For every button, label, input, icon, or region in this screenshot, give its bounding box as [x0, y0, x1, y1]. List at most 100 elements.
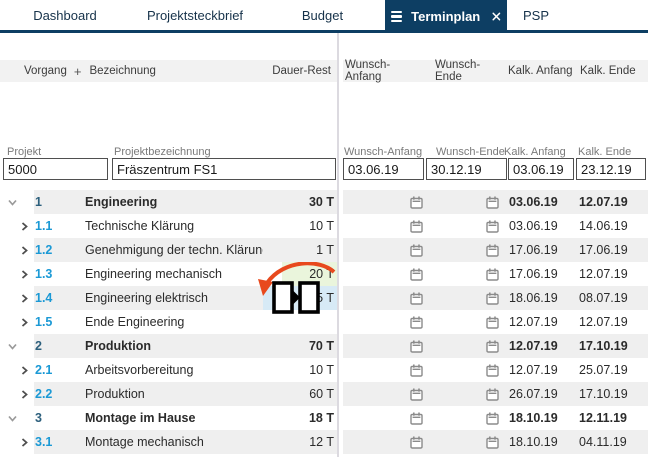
calendar-icon[interactable]: [410, 364, 423, 377]
wunsch-ende-cell: [425, 340, 507, 353]
task-number: 1.4: [35, 291, 53, 305]
chevron-down-icon[interactable]: [7, 341, 18, 352]
chevron-right-icon[interactable]: [19, 317, 30, 328]
pane-splitter[interactable]: [337, 33, 339, 457]
task-row-right: 18.06.19 08.07.19: [343, 286, 648, 310]
calendar-icon[interactable]: [486, 436, 499, 449]
task-row-left: 2 Produktion 70 T: [34, 334, 337, 358]
calendar-icon[interactable]: [486, 412, 499, 425]
tab-label: Dashboard: [33, 7, 97, 23]
tab-terminplan[interactable]: Terminplan: [385, 0, 507, 33]
calendar-icon[interactable]: [486, 316, 499, 329]
calendar-icon[interactable]: [486, 292, 499, 305]
task-row[interactable]: 3.1 Montage mechanisch 12 T: [0, 430, 648, 454]
header-vorgang[interactable]: Vorgang: [24, 65, 67, 77]
chevron-down-icon[interactable]: [7, 413, 18, 424]
header-kalk-anfang[interactable]: Kalk. Anfang: [508, 65, 573, 77]
wunsch-ende-cell: [425, 244, 507, 257]
task-name: Technische Klärung: [85, 219, 195, 233]
wunsch-ende-cell: [425, 220, 507, 233]
kalk-anfang-cell: 18.10.19: [509, 411, 558, 425]
kalk-anfang-cell: 18.10.19: [509, 435, 558, 449]
duration-cell: 12 T: [309, 435, 334, 449]
calendar-icon[interactable]: [486, 196, 499, 209]
calendar-icon[interactable]: [486, 364, 499, 377]
tab-label: PSP: [522, 7, 549, 23]
projekt-input[interactable]: [3, 158, 108, 180]
wunsch-ende-input[interactable]: [426, 158, 507, 180]
task-row[interactable]: 2 Produktion 70 T 12: [0, 334, 648, 358]
header-bezeichnung[interactable]: Bezeichnung: [89, 65, 156, 77]
header-dauer-rest[interactable]: Dauer-Rest: [272, 65, 331, 77]
duration-cell: 15 T: [263, 286, 337, 310]
calendar-icon[interactable]: [410, 412, 423, 425]
chevron-right-icon[interactable]: [19, 221, 30, 232]
calendar-icon[interactable]: [486, 340, 499, 353]
calendar-icon[interactable]: [410, 196, 423, 209]
task-row-left: 1.2 Genehmigung der techn. Klärung 1 T: [34, 238, 337, 262]
tab-label: Budget: [301, 7, 344, 23]
wunsch-anfang-cell: [343, 220, 425, 233]
calendar-icon[interactable]: [486, 244, 499, 257]
calendar-icon[interactable]: [486, 268, 499, 281]
wunsch-anfang-cell: [343, 364, 425, 377]
tab-budget[interactable]: Budget: [260, 0, 385, 30]
task-row[interactable]: 2.1 Arbeitsvorbereitung 10 T: [0, 358, 648, 382]
task-row[interactable]: 1.2 Genehmigung der techn. Klärung 1 T: [0, 238, 648, 262]
task-row[interactable]: 1 Engineering 30 T 0: [0, 190, 648, 214]
task-row-left: 1.5 Ende Engineering: [34, 310, 337, 334]
chevron-right-icon[interactable]: [19, 269, 30, 280]
calendar-icon[interactable]: [410, 220, 423, 233]
tab-psp[interactable]: PSP: [507, 0, 565, 30]
chevron-right-icon[interactable]: [19, 365, 30, 376]
calendar-icon[interactable]: [410, 340, 423, 353]
tab-projektsteckbrief[interactable]: Projektsteckbrief: [130, 0, 260, 30]
task-row[interactable]: 2.2 Produktion 60 T: [0, 382, 648, 406]
label-kalk-ende: Kalk. Ende: [578, 146, 632, 158]
task-row[interactable]: 1.5 Ende Engineering: [0, 310, 648, 334]
wunsch-ende-cell: [425, 292, 507, 305]
calendar-icon[interactable]: [410, 316, 423, 329]
task-row-right: 12.07.19 25.07.19: [343, 358, 648, 382]
task-row-right: 12.07.19 12.07.19: [343, 310, 648, 334]
calendar-icon[interactable]: [410, 388, 423, 401]
wunsch-anfang-cell: [343, 412, 425, 425]
header-wunsch-ende[interactable]: Wunsch-Ende: [435, 59, 481, 83]
kalk-anfang-cell: 26.07.19: [509, 387, 558, 401]
wunsch-anfang-cell: [343, 340, 425, 353]
kalk-ende-input[interactable]: [576, 158, 646, 180]
calendar-icon[interactable]: [486, 388, 499, 401]
kalk-ende-cell: 04.11.19: [579, 435, 627, 449]
task-row-right: 17.06.19 17.06.19: [343, 238, 648, 262]
calendar-icon[interactable]: [486, 220, 499, 233]
task-row[interactable]: 1.1 Technische Klärung 10 T: [0, 214, 648, 238]
tab-dashboard[interactable]: Dashboard: [0, 0, 130, 30]
task-row[interactable]: 1.4 Engineering elektrisch 15 T: [0, 286, 648, 310]
chevron-right-icon[interactable]: [19, 437, 30, 448]
close-icon[interactable]: [492, 11, 501, 22]
calendar-icon[interactable]: [410, 268, 423, 281]
task-name: Montage im Hause: [85, 411, 196, 425]
chevron-right-icon[interactable]: [19, 389, 30, 400]
label-wunsch-ende: Wunsch-Ende: [436, 146, 505, 158]
task-row[interactable]: 1.3 Engineering mechanisch 20 T: [0, 262, 648, 286]
calendar-icon[interactable]: [410, 292, 423, 305]
calendar-icon[interactable]: [410, 436, 423, 449]
duration-cell: 18 T: [308, 411, 334, 425]
calendar-icon[interactable]: [410, 244, 423, 257]
task-name: Montage mechanisch: [85, 435, 204, 449]
kalk-ende-cell: 08.07.19: [579, 291, 628, 305]
chevron-right-icon[interactable]: [19, 293, 30, 304]
kalk-anfang-input[interactable]: [508, 158, 574, 180]
row-indent-gutter: [0, 406, 34, 430]
header-kalk-ende[interactable]: Kalk. Ende: [580, 65, 636, 77]
task-number: 1: [35, 195, 42, 209]
task-row[interactable]: 3 Montage im Hause 18 T: [0, 406, 648, 430]
header-wunsch-anfang[interactable]: Wunsch-Anfang: [345, 59, 391, 83]
projektbezeichnung-input[interactable]: [112, 158, 336, 180]
add-task-button[interactable]: +: [73, 63, 82, 79]
chevron-down-icon[interactable]: [7, 197, 18, 208]
chevron-right-icon[interactable]: [19, 245, 30, 256]
wunsch-anfang-input[interactable]: [343, 158, 424, 180]
hamburger-menu-icon[interactable]: [391, 10, 403, 23]
